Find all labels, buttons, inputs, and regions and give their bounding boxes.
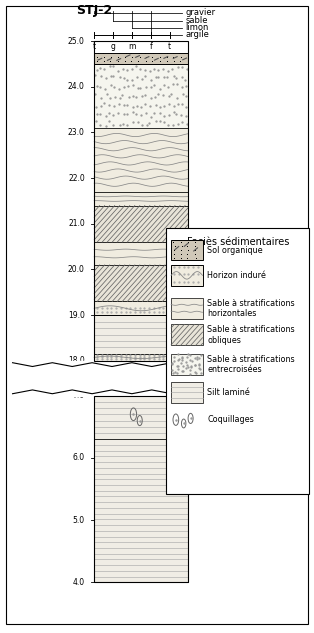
Text: sable: sable [185,16,208,25]
Bar [94,354,188,361]
Text: Sol organique: Sol organique [207,246,263,254]
Bar [171,354,203,375]
Text: 25.0: 25.0 [68,37,85,46]
Bar [94,64,188,128]
Text: Coquillages: Coquillages [207,415,254,424]
Text: Faciès sédimentaires: Faciès sédimentaires [187,237,289,247]
Text: 20.0: 20.0 [68,265,85,274]
Bar [171,325,203,346]
Bar [94,206,188,242]
Bar [94,192,188,206]
Bar [171,265,203,286]
Bar [166,228,309,494]
Text: 7.0: 7.0 [73,391,85,400]
Bar [171,240,203,261]
Text: 18.0: 18.0 [68,356,85,365]
Text: f: f [149,42,152,51]
Bar [171,382,203,403]
Text: Horizon induré: Horizon induré [207,271,266,280]
Text: 6.0: 6.0 [73,453,85,462]
Text: 4.0: 4.0 [73,578,85,587]
Text: Sable à stratifications
obliques: Sable à stratifications obliques [207,325,295,344]
Bar [94,315,188,354]
Text: argile: argile [185,30,209,39]
Text: 24.0: 24.0 [68,82,85,91]
Bar [94,396,188,439]
Text: g: g [111,42,116,51]
Bar [94,396,188,582]
Text: gravier: gravier [185,8,215,17]
Bar [94,301,188,315]
Text: 21.0: 21.0 [68,219,85,229]
Text: 23.0: 23.0 [68,128,85,137]
Text: Silt laminé: Silt laminé [207,388,250,397]
Bar [94,128,188,192]
Text: STJ-2: STJ-2 [76,4,112,18]
Text: Sable à stratifications
horizontales: Sable à stratifications horizontales [207,299,295,318]
Bar [171,298,203,319]
Bar [94,242,188,265]
Text: m: m [128,42,136,51]
Text: 22.0: 22.0 [68,173,85,183]
Text: limon: limon [185,23,208,32]
Bar [94,53,188,64]
Text: t: t [93,42,96,51]
Text: Sable à stratifications
entrecroisées: Sable à stratifications entrecroisées [207,355,295,374]
Bar [94,41,188,361]
Bar [94,265,188,301]
Text: 5.0: 5.0 [73,516,85,525]
Text: t: t [168,42,171,51]
Bar [94,439,188,582]
Text: 19.0: 19.0 [68,311,85,320]
